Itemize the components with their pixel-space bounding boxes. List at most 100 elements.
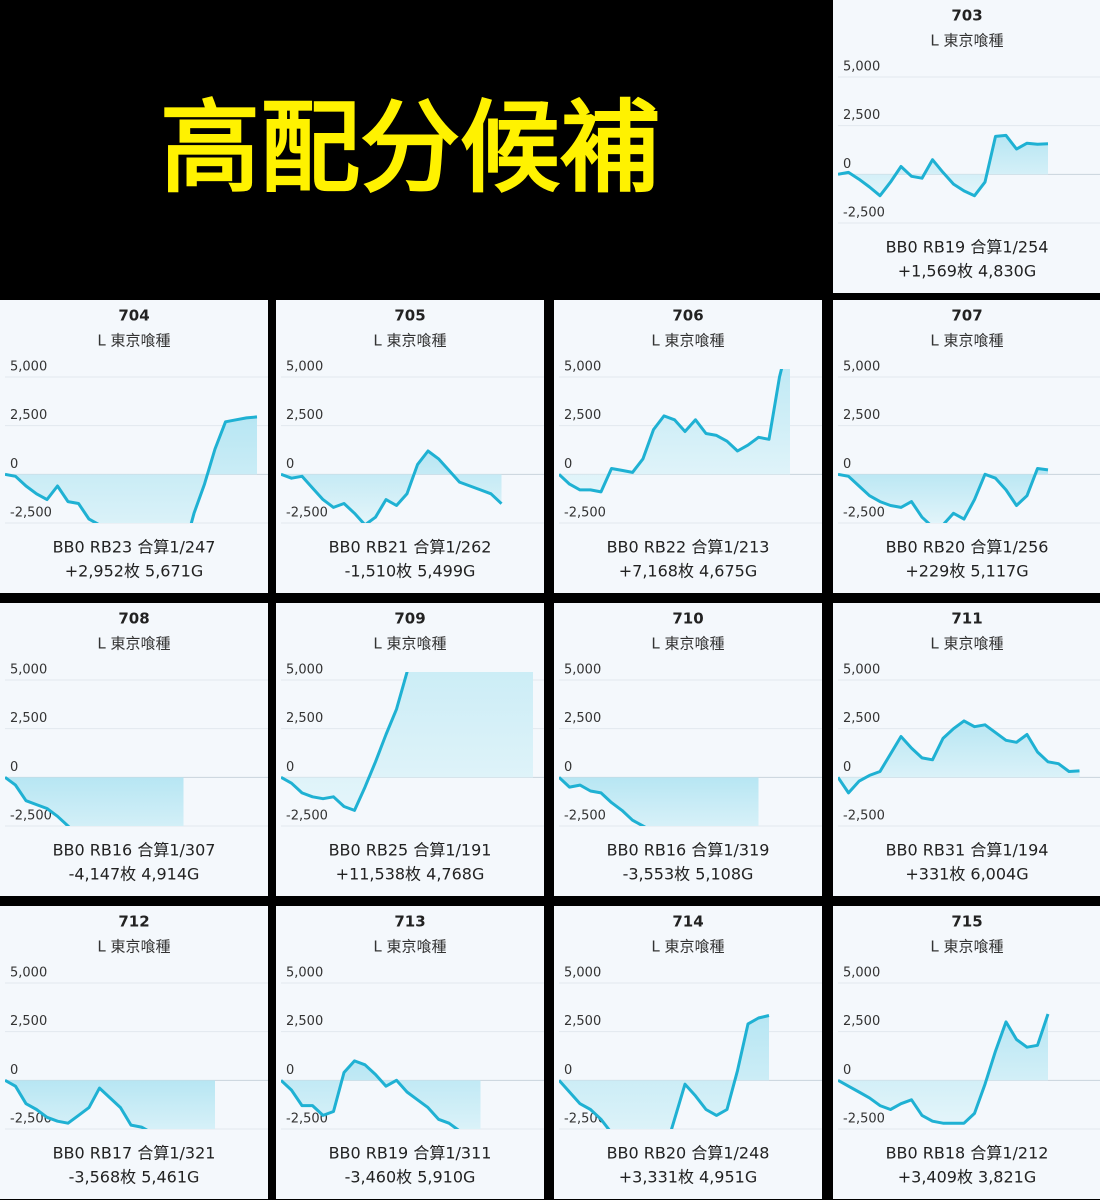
chart-subtitle: L 東京喰種 bbox=[930, 332, 1003, 350]
panel-background bbox=[554, 603, 822, 896]
stats-label: BB0 RB21 合算1/262 bbox=[329, 538, 492, 557]
y-tick-label: -2,500 bbox=[564, 809, 606, 824]
chart-panel: 703 L 東京喰種 5,000 2,500 0 -2,500 BB0 RB19 合算1/2… bbox=[833, 0, 1100, 293]
y-tick-label: 5,000 bbox=[843, 966, 880, 981]
chart-title: 711 bbox=[951, 610, 982, 628]
chart-subtitle: L 東京喰種 bbox=[930, 635, 1003, 653]
y-tick-label: -2,500 bbox=[843, 1112, 885, 1127]
chart-title: 709 bbox=[394, 610, 425, 628]
result-label: -4,147枚 4,914G bbox=[69, 865, 200, 884]
chart-panel: 712 L 東京喰種 5,000 2,500 0 -2,500 BB0 RB17 合算1/3… bbox=[0, 906, 268, 1199]
chart-subtitle: L 東京喰種 bbox=[97, 938, 170, 956]
chart-subtitle: L 東京喰種 bbox=[651, 635, 724, 653]
result-label: -1,510枚 5,499G bbox=[345, 562, 476, 581]
y-tick-label: 5,000 bbox=[843, 60, 880, 75]
chart-title: 713 bbox=[394, 913, 425, 931]
panel-background bbox=[554, 906, 822, 1199]
y-tick-label: -2,500 bbox=[843, 809, 885, 824]
y-tick-label: 2,500 bbox=[564, 1014, 601, 1029]
y-tick-label: 5,000 bbox=[843, 663, 880, 678]
result-label: +7,168枚 4,675G bbox=[619, 562, 758, 581]
line bbox=[838, 133, 1049, 198]
y-tick-label: -2,500 bbox=[10, 809, 52, 824]
panel-background bbox=[833, 300, 1100, 593]
area-fill bbox=[559, 369, 790, 492]
result-label: -3,553枚 5,108G bbox=[623, 865, 754, 884]
area-fill bbox=[838, 468, 1048, 523]
line bbox=[5, 415, 258, 523]
y-tick-label: 5,000 bbox=[843, 360, 880, 375]
y-tick-label: 0 bbox=[843, 1063, 851, 1078]
y-tick-label: 2,500 bbox=[843, 1014, 880, 1029]
y-tick-label: -2,500 bbox=[286, 1112, 328, 1127]
chart-panel: 707 L 東京喰種 5,000 2,500 0 -2,500 BB0 RB20 合算1/2… bbox=[833, 300, 1100, 593]
panel-background bbox=[833, 0, 1100, 293]
y-tick-label: -2,500 bbox=[564, 506, 606, 521]
panel-background bbox=[276, 300, 544, 593]
chart-title: 707 bbox=[951, 307, 982, 325]
y-tick-label: 2,500 bbox=[843, 108, 880, 123]
y-tick-label: 5,000 bbox=[564, 360, 601, 375]
y-tick-label: 2,500 bbox=[286, 1014, 323, 1029]
y-tick-label: 0 bbox=[10, 457, 18, 472]
y-tick-label: -2,500 bbox=[10, 1112, 52, 1127]
chart-title: 705 bbox=[394, 307, 425, 325]
chart-title: 708 bbox=[118, 610, 149, 628]
y-tick-label: 0 bbox=[10, 1063, 18, 1078]
chart-title: 714 bbox=[672, 913, 703, 931]
y-tick-label: 0 bbox=[564, 760, 572, 775]
chart-title: 712 bbox=[118, 913, 149, 931]
result-label: +2,952枚 5,671G bbox=[65, 562, 204, 581]
y-tick-label: 5,000 bbox=[10, 966, 47, 981]
panel-background bbox=[0, 906, 268, 1199]
y-tick-label: 2,500 bbox=[10, 408, 47, 423]
stats-label: BB0 RB19 合算1/311 bbox=[329, 1144, 492, 1163]
chart-panel: 713 L 東京喰種 5,000 2,500 0 -2,500 BB0 RB19 合算1/3… bbox=[276, 906, 544, 1199]
y-tick-label: 0 bbox=[564, 1063, 572, 1078]
chart-subtitle: L 東京喰種 bbox=[651, 332, 724, 350]
chart-panel: 706 L 東京喰種 5,000 2,500 0 -2,500 BB0 RB22 合算1/2… bbox=[554, 300, 822, 593]
line bbox=[838, 1013, 1050, 1125]
chart-panel: 709 L 東京喰種 5,000 2,500 0 -2,500 BB0 RB25 合算1/1… bbox=[276, 603, 544, 896]
y-tick-label: 5,000 bbox=[286, 360, 323, 375]
y-tick-label: 2,500 bbox=[10, 1014, 47, 1029]
result-label: +331枚 6,004G bbox=[905, 865, 1028, 884]
result-label: +3,331枚 4,951G bbox=[619, 1168, 758, 1187]
area-fill bbox=[838, 1014, 1048, 1124]
y-tick-label: 0 bbox=[843, 157, 851, 172]
stats-label: BB0 RB16 合算1/319 bbox=[607, 841, 770, 860]
result-label: +1,569枚 4,830G bbox=[898, 262, 1037, 281]
chart-subtitle: L 東京喰種 bbox=[373, 938, 446, 956]
y-tick-label: -2,500 bbox=[843, 206, 885, 221]
result-label: -3,460枚 5,910G bbox=[345, 1168, 476, 1187]
y-tick-label: 0 bbox=[843, 760, 851, 775]
chart-subtitle: L 東京喰種 bbox=[373, 635, 446, 653]
area-fill bbox=[5, 777, 184, 826]
chart-title: 704 bbox=[118, 307, 149, 325]
chart-panel: 711 L 東京喰種 5,000 2,500 0 -2,500 BB0 RB31 合算1/1… bbox=[833, 603, 1100, 896]
y-tick-label: 5,000 bbox=[10, 663, 47, 678]
area-fill bbox=[281, 672, 533, 811]
y-tick-label: 2,500 bbox=[286, 408, 323, 423]
y-tick-label: -2,500 bbox=[286, 506, 328, 521]
y-tick-label: 0 bbox=[286, 760, 294, 775]
y-tick-label: -2,500 bbox=[286, 809, 328, 824]
y-tick-label: 0 bbox=[564, 457, 572, 472]
chart-subtitle: L 東京喰種 bbox=[97, 635, 170, 653]
y-tick-label: 0 bbox=[10, 760, 18, 775]
chart-title: 710 bbox=[672, 610, 703, 628]
result-label: -3,568枚 5,461G bbox=[69, 1168, 200, 1187]
line bbox=[838, 719, 1080, 795]
y-tick-label: 2,500 bbox=[843, 408, 880, 423]
line bbox=[281, 672, 409, 812]
chart-panel: 705 L 東京喰種 5,000 2,500 0 -2,500 BB0 RB21 合算1/2… bbox=[276, 300, 544, 593]
y-tick-label: 5,000 bbox=[286, 966, 323, 981]
area-fill bbox=[838, 720, 1080, 793]
chart-subtitle: L 東京喰種 bbox=[930, 32, 1003, 50]
result-label: +11,538枚 4,768G bbox=[336, 865, 485, 884]
y-tick-label: 5,000 bbox=[564, 966, 601, 981]
y-tick-label: 0 bbox=[286, 1063, 294, 1078]
chart-title: 715 bbox=[951, 913, 982, 931]
chart-panel: 704 L 東京喰種 5,000 2,500 0 -2,500 BB0 RB23 合算1/2… bbox=[0, 300, 268, 593]
